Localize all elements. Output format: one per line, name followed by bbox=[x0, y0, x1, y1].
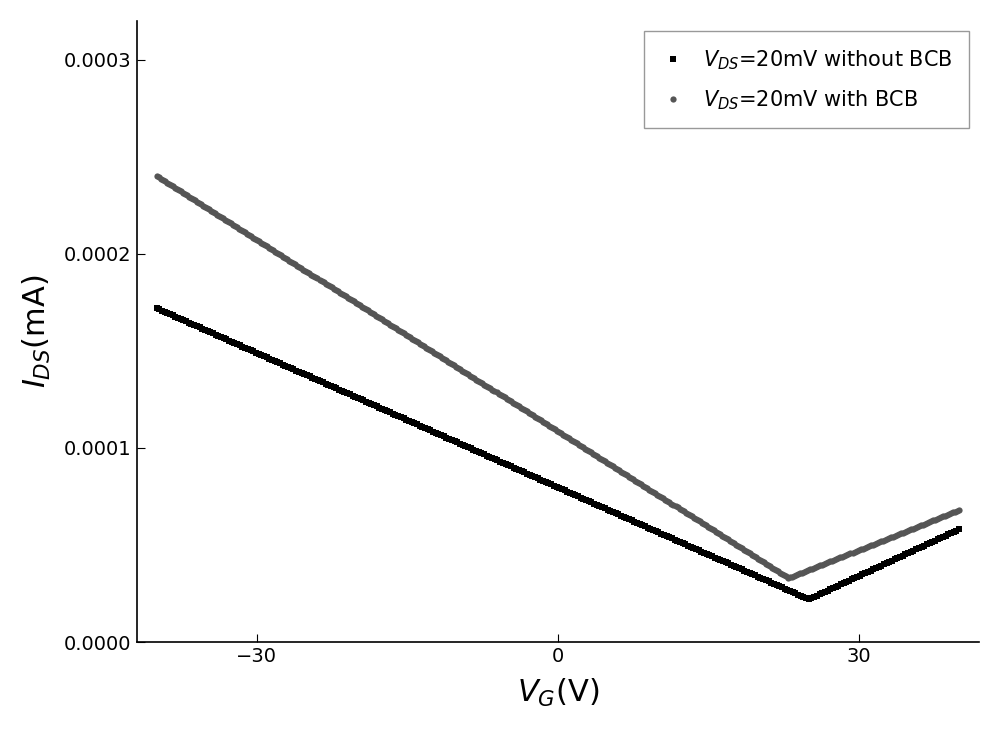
$V_{DS}$=20mV with BCB bbox=[734, 542, 746, 551]
$V_{DS}$=20mV without BCB bbox=[628, 517, 640, 526]
$V_{DS}$=20mV with BCB bbox=[468, 374, 480, 383]
$V_{DS}$=20mV with BCB bbox=[730, 540, 742, 549]
Legend: $V_{DS}$=20mV without BCB, $V_{DS}$=20mV with BCB: $V_{DS}$=20mV without BCB, $V_{DS}$=20mV… bbox=[644, 31, 969, 128]
$V_{DS}$=20mV without BCB bbox=[830, 583, 842, 591]
$V_{DS}$=20mV with BCB bbox=[953, 506, 965, 515]
$V_{DS}$=20mV with BCB bbox=[782, 573, 794, 582]
$V_{DS}$=20mV without BCB bbox=[151, 304, 163, 312]
$V_{DS}$=20mV with BCB bbox=[412, 338, 424, 347]
$V_{DS}$=20mV without BCB bbox=[626, 516, 638, 525]
$V_{DS}$=20mV with BCB bbox=[655, 493, 667, 502]
$V_{DS}$=20mV without BCB bbox=[153, 305, 165, 314]
$V_{DS}$=20mV without BCB bbox=[953, 525, 965, 534]
$V_{DS}$=20mV with BCB bbox=[247, 233, 259, 242]
$V_{DS}$=20mV without BCB bbox=[803, 595, 815, 604]
$V_{DS}$=20mV without BCB bbox=[642, 523, 654, 532]
$V_{DS}$=20mV without BCB bbox=[881, 558, 893, 567]
Line: $V_{DS}$=20mV with BCB: $V_{DS}$=20mV with BCB bbox=[153, 173, 962, 581]
Y-axis label: $I_{DS}$(mA): $I_{DS}$(mA) bbox=[21, 274, 53, 388]
$V_{DS}$=20mV with BCB bbox=[151, 172, 163, 180]
X-axis label: $V_G$(V): $V_G$(V) bbox=[517, 677, 599, 709]
Line: $V_{DS}$=20mV without BCB: $V_{DS}$=20mV without BCB bbox=[153, 305, 962, 602]
